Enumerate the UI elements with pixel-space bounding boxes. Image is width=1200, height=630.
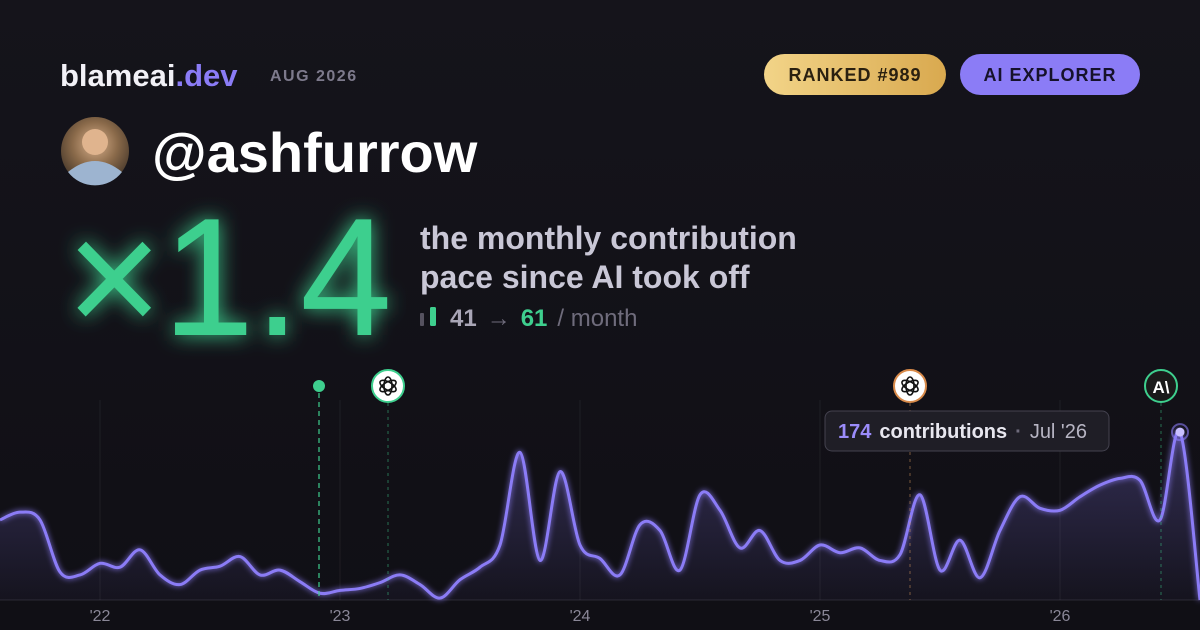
tooltip-text: 174 contributions · Jul '26 xyxy=(838,421,1087,443)
period: AUG 2026 xyxy=(270,68,358,85)
pace-summary: 41 → 61 / month xyxy=(450,305,637,332)
x-tick-label: '25 xyxy=(810,608,831,625)
multiplier: ×1.4 xyxy=(66,183,392,371)
avatar xyxy=(61,117,129,186)
brand-tld: .dev xyxy=(175,58,238,93)
user-handle: @ashfurrow xyxy=(152,121,478,184)
caption-line: the monthly contribution xyxy=(420,220,797,256)
brand: blameai.dev xyxy=(60,58,238,93)
area xyxy=(0,430,1200,600)
x-tick-label: '22 xyxy=(90,608,111,625)
brand-name: blameai xyxy=(60,58,175,93)
x-tick-label: '24 xyxy=(570,608,591,625)
x-tick-label: '23 xyxy=(330,608,351,625)
chart: '22 '23 '24 '25 '26 xyxy=(0,400,1200,625)
tooltip: 174 contributions · Jul '26 xyxy=(824,410,1110,452)
tier-badge-text: AI EXPLORER xyxy=(983,65,1116,85)
mini-bar-icon xyxy=(420,313,424,326)
caption-line: pace since AI took off xyxy=(420,259,750,295)
tooltip-label: Jul '26 xyxy=(1030,421,1087,443)
pace-unit: / month xyxy=(557,305,637,332)
rank-badge-text: RANKED #989 xyxy=(788,65,921,85)
highlight-ring xyxy=(1171,423,1189,442)
tooltip-value: 174 xyxy=(838,421,872,443)
line xyxy=(0,429,1200,601)
rank-badge xyxy=(764,54,946,95)
pace-arrow: → xyxy=(487,305,511,332)
marker-logo: A\ xyxy=(1153,378,1170,397)
tooltip-separator: · xyxy=(1015,421,1022,443)
pace-after: 61 xyxy=(521,305,548,332)
event-markers: A\ xyxy=(313,369,1178,600)
x-tick-label: '26 xyxy=(1050,608,1071,625)
mini-bar-icon xyxy=(430,307,436,326)
tier-badge xyxy=(960,54,1140,95)
highlight-point xyxy=(1175,427,1185,437)
pace-before: 41 xyxy=(450,305,477,332)
tooltip-unit: contributions xyxy=(879,421,1007,443)
